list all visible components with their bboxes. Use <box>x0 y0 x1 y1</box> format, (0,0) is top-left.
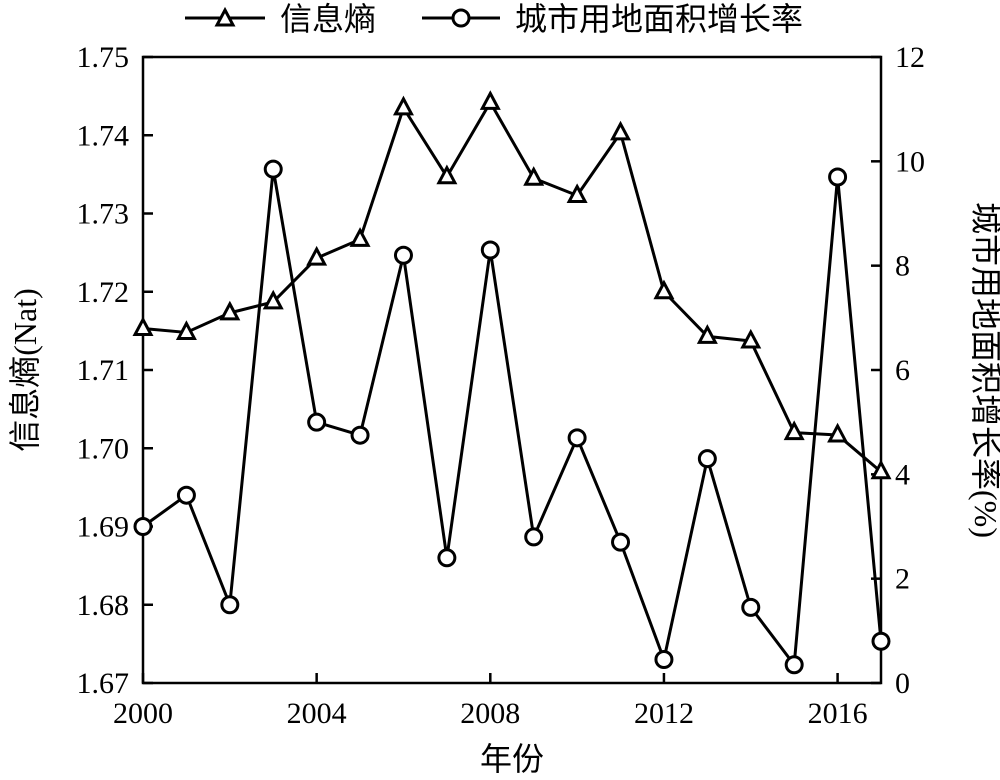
left-y-tick-label: 1.68 <box>77 589 130 622</box>
triangle-point <box>696 324 718 344</box>
right-y-axis: 0 2 4 6 8 10 12 <box>871 41 925 700</box>
circle-point <box>176 485 196 505</box>
circle-point <box>611 532 631 552</box>
left-y-tick-label: 1.73 <box>77 198 130 231</box>
circle-point <box>307 412 327 432</box>
right-y-tick-label: 10 <box>895 145 925 178</box>
x-tick-label: 2008 <box>460 697 520 730</box>
circle-point <box>480 240 500 260</box>
series-line <box>142 100 882 473</box>
legend: 信息熵 城市用地面积增长率 <box>185 1 803 37</box>
triangle-point <box>436 164 458 185</box>
triangle-point <box>392 95 414 116</box>
right-y-tick-label: 12 <box>895 41 925 74</box>
legend-label-entropy: 信息熵 <box>280 1 376 37</box>
series-layer <box>132 90 892 675</box>
left-y-tick-label: 1.71 <box>77 354 130 387</box>
x-axis-title: 年份 <box>480 741 544 777</box>
circle-point <box>697 449 717 469</box>
triangle-point <box>132 316 154 337</box>
x-tick-label: 2000 <box>113 697 173 730</box>
x-axis: 2000 2004 2008 2012 2016 <box>113 673 868 730</box>
circle-point <box>437 548 457 568</box>
x-tick-label: 2012 <box>634 697 694 730</box>
right-y-tick-label: 4 <box>895 458 910 491</box>
triangle-point <box>566 183 588 204</box>
triangle-point <box>827 422 849 443</box>
series-entropy <box>132 90 892 480</box>
left-y-tick-label: 1.67 <box>77 667 130 700</box>
series-line <box>142 167 883 667</box>
x-tick-label: 2004 <box>287 697 347 730</box>
left-y-tick-label: 1.75 <box>77 41 130 74</box>
right-y-tick-label: 2 <box>895 563 910 596</box>
triangle-point <box>610 120 632 141</box>
triangle-point <box>740 328 762 349</box>
circle-point <box>784 655 804 675</box>
circle-point <box>828 167 848 187</box>
legend-marker-circle-icon <box>451 8 471 28</box>
circle-point <box>654 650 674 670</box>
triangle-point <box>175 320 197 340</box>
circle-point <box>263 159 283 179</box>
x-tick-label: 2016 <box>808 697 868 730</box>
triangle-point <box>306 245 328 266</box>
circle-point <box>524 527 544 547</box>
circle-point <box>393 245 413 265</box>
left-y-tick-label: 1.70 <box>77 432 130 465</box>
left-y-axis-title: 信息熵(Nat) <box>7 288 43 452</box>
triangle-point <box>523 166 545 186</box>
right-y-tick-label: 8 <box>895 250 910 283</box>
triangle-point <box>479 90 501 110</box>
circle-point <box>350 425 370 445</box>
triangle-point <box>349 227 371 247</box>
triangle-point <box>653 279 675 300</box>
left-y-tick-label: 1.74 <box>77 119 130 152</box>
circle-point <box>220 595 240 615</box>
series-growth-rate <box>133 159 891 675</box>
triangle-point <box>219 300 241 321</box>
circle-point <box>567 428 587 448</box>
right-y-tick-label: 0 <box>895 667 910 700</box>
legend-marker-triangle-icon <box>214 6 236 27</box>
left-y-tick-label: 1.72 <box>77 276 130 309</box>
legend-label-growth: 城市用地面积增长率 <box>515 1 803 37</box>
triangle-point <box>783 420 805 441</box>
left-y-axis: 1.67 1.68 1.69 1.70 1.71 1.72 1.73 1.74 1.75 <box>77 41 153 700</box>
triangle-point <box>870 459 892 480</box>
triangle-point <box>262 289 284 310</box>
circle-point <box>871 631 891 651</box>
circle-point <box>133 517 153 536</box>
right-y-axis-title: 城市用地面积增长率(%) <box>968 202 1000 538</box>
circle-point <box>741 597 761 617</box>
right-y-tick-label: 6 <box>895 354 910 387</box>
left-y-tick-label: 1.69 <box>77 511 130 544</box>
